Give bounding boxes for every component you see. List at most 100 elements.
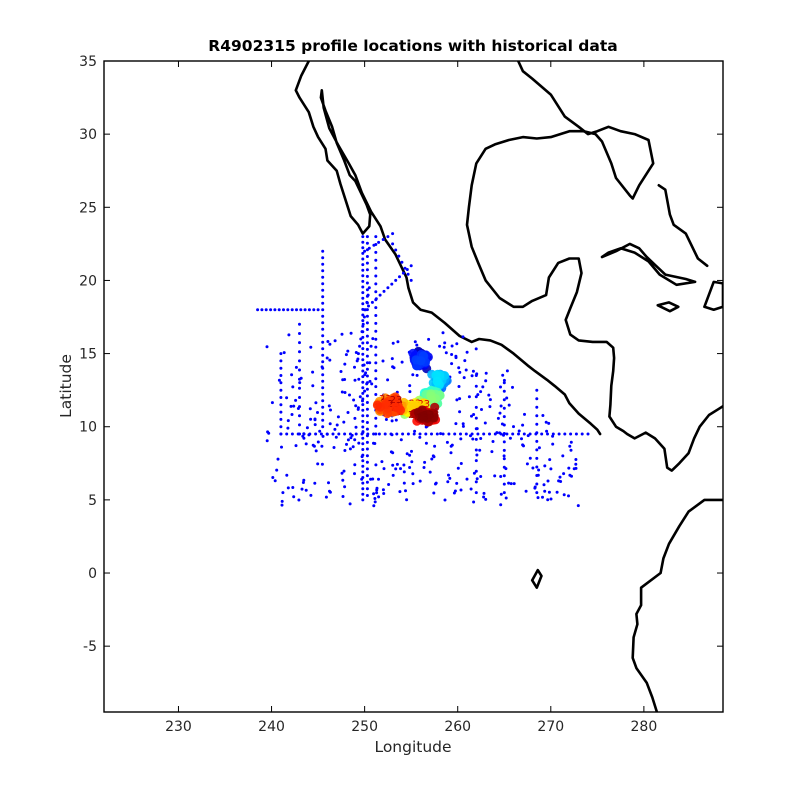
historical-point bbox=[498, 431, 502, 435]
historical-point bbox=[373, 500, 377, 504]
historical-point bbox=[366, 293, 370, 297]
historical-point bbox=[502, 381, 506, 385]
historical-point bbox=[365, 321, 369, 325]
historical-point bbox=[361, 408, 365, 412]
historical-point bbox=[391, 341, 395, 345]
historical-point bbox=[455, 342, 459, 346]
historical-point bbox=[448, 476, 452, 480]
historical-point bbox=[365, 454, 369, 458]
historical-point bbox=[316, 308, 320, 312]
historical-point bbox=[391, 463, 395, 467]
historical-point bbox=[357, 441, 361, 445]
historical-point bbox=[361, 492, 365, 496]
historical-point bbox=[286, 486, 290, 490]
historical-point bbox=[368, 361, 372, 365]
historical-point bbox=[260, 308, 264, 312]
historical-point bbox=[441, 331, 445, 335]
historical-point bbox=[535, 439, 539, 443]
historical-point bbox=[401, 271, 405, 275]
historical-point bbox=[292, 404, 296, 408]
historical-point bbox=[493, 474, 497, 478]
historical-point bbox=[450, 353, 454, 356]
profile-number-label: 23 bbox=[390, 395, 403, 406]
historical-point bbox=[365, 374, 369, 378]
historical-point bbox=[321, 379, 325, 383]
historical-point bbox=[557, 432, 561, 436]
historical-point bbox=[544, 420, 548, 424]
argo-profile-point bbox=[391, 394, 401, 404]
historical-point bbox=[361, 386, 365, 390]
historical-point bbox=[327, 481, 330, 485]
historical-point bbox=[570, 474, 573, 478]
x-tick-label: 250 bbox=[351, 719, 378, 735]
historical-point bbox=[321, 353, 325, 357]
historical-point bbox=[321, 425, 325, 429]
historical-point bbox=[545, 429, 549, 433]
historical-point bbox=[298, 332, 301, 335]
historical-point bbox=[308, 407, 312, 411]
historical-point bbox=[309, 417, 313, 421]
historical-point bbox=[313, 481, 317, 485]
historical-point bbox=[464, 432, 468, 436]
historical-point bbox=[496, 416, 500, 420]
historical-point bbox=[499, 385, 502, 389]
historical-point bbox=[511, 385, 514, 389]
x-tick-label: 230 bbox=[165, 719, 192, 735]
historical-point bbox=[273, 479, 277, 483]
historical-point bbox=[372, 243, 376, 247]
historical-point bbox=[321, 405, 325, 409]
historical-point bbox=[555, 490, 559, 494]
historical-point bbox=[408, 390, 412, 394]
historical-point bbox=[391, 451, 395, 455]
historical-point bbox=[508, 436, 512, 440]
historical-point bbox=[361, 459, 365, 463]
historical-point bbox=[374, 258, 378, 262]
historical-point bbox=[361, 291, 365, 295]
historical-point bbox=[342, 469, 346, 473]
historical-point bbox=[365, 387, 369, 391]
historical-point bbox=[374, 337, 378, 341]
y-axis-label: Latitude bbox=[57, 354, 75, 418]
y-tick-label: 0 bbox=[88, 566, 97, 582]
historical-point bbox=[366, 432, 370, 436]
historical-point bbox=[319, 432, 323, 436]
historical-point bbox=[314, 449, 318, 453]
historical-point bbox=[399, 467, 402, 471]
historical-point bbox=[321, 314, 325, 318]
historical-point bbox=[365, 460, 369, 464]
historical-point bbox=[361, 464, 365, 468]
historical-point bbox=[474, 469, 478, 473]
historical-point bbox=[305, 426, 309, 430]
argo-profile-point bbox=[417, 411, 428, 421]
plot-area: 2323232323232323232323232323232323232323… bbox=[256, 61, 723, 712]
historical-point bbox=[474, 459, 478, 463]
historical-point bbox=[362, 363, 366, 367]
historical-point bbox=[464, 368, 468, 372]
historical-point bbox=[475, 453, 479, 457]
historical-point bbox=[546, 498, 550, 502]
historical-point bbox=[377, 432, 381, 436]
historical-point bbox=[374, 385, 378, 389]
historical-point bbox=[340, 471, 344, 475]
historical-point bbox=[365, 480, 369, 484]
historical-point bbox=[285, 432, 289, 436]
historical-point bbox=[292, 495, 296, 499]
historical-point bbox=[298, 432, 301, 436]
historical-point bbox=[361, 436, 365, 440]
historical-point bbox=[394, 467, 398, 471]
historical-point bbox=[321, 327, 325, 331]
historical-point bbox=[313, 418, 317, 422]
historical-point bbox=[361, 246, 365, 250]
historical-point bbox=[562, 493, 566, 497]
historical-point bbox=[487, 393, 491, 397]
historical-point bbox=[549, 497, 553, 501]
historical-point bbox=[395, 432, 399, 436]
historical-point bbox=[470, 374, 474, 378]
historical-point bbox=[402, 481, 406, 485]
historical-point bbox=[312, 444, 316, 448]
historical-point bbox=[535, 491, 539, 495]
historical-point bbox=[472, 471, 476, 475]
historical-point bbox=[502, 415, 506, 419]
historical-point bbox=[535, 482, 539, 486]
historical-point bbox=[279, 403, 283, 407]
